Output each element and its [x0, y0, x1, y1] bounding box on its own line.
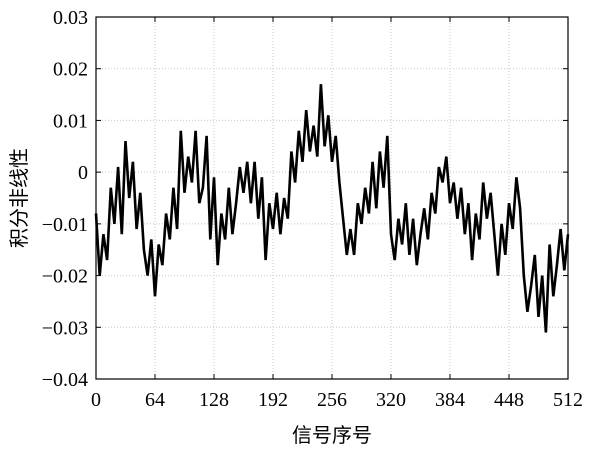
x-tick-label: 320: [376, 389, 406, 411]
y-tick-label: −0.02: [42, 266, 88, 288]
x-tick-label: 384: [435, 389, 465, 411]
grid: [96, 17, 568, 379]
x-tick-label: 256: [317, 389, 347, 411]
x-tick-label: 0: [91, 389, 101, 411]
y-tick-label: 0.02: [53, 59, 88, 81]
x-tick-label: 448: [494, 389, 524, 411]
axis-ticks: [95, 16, 569, 380]
tick-labels: 0 64 128 192 256 320 384 448 512 −0.04 −0.03 −0.02 −…: [42, 7, 583, 411]
series-line: [94, 84, 570, 333]
y-tick-label: 0: [78, 162, 88, 184]
x-tick-label: 512: [553, 389, 583, 411]
y-tick-label: −0.01: [42, 214, 88, 236]
y-tick-label: 0.03: [53, 7, 88, 29]
y-axis-title: 积分非线性: [7, 148, 31, 248]
x-tick-label: 128: [199, 389, 229, 411]
y-tick-label: −0.03: [42, 317, 88, 339]
y-tick-label: 0.01: [53, 110, 88, 132]
x-tick-label: 192: [258, 389, 288, 411]
y-tick-label: −0.04: [42, 369, 88, 391]
x-axis-title: 信号序号: [292, 423, 372, 447]
x-tick-label: 64: [145, 389, 165, 411]
